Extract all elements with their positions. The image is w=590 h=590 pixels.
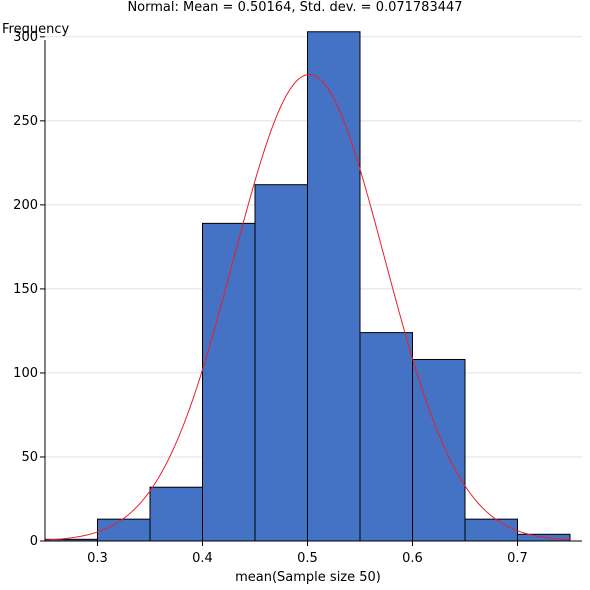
x-tick-label: 0.7: [507, 551, 528, 566]
x-tick-label: 0.6: [402, 551, 423, 566]
histogram-bar: [412, 358, 466, 542]
x-tick-label: 0.4: [192, 551, 213, 566]
histogram-bar: [254, 184, 308, 542]
y-tick-label: 100: [13, 366, 38, 381]
y-axis-title: Frequency: [2, 22, 69, 37]
histogram-bar: [202, 222, 256, 542]
bars: [44, 31, 571, 542]
histogram-bar: [464, 518, 518, 542]
y-tick-label: 300: [13, 30, 38, 45]
y-tick-label: 200: [13, 198, 38, 213]
histogram-bar: [359, 332, 413, 542]
x-ticks: 0.3 0.4 0.5 0.6 0.7: [87, 541, 528, 566]
x-tick-label: 0.3: [87, 551, 108, 566]
y-tick-label: 0: [30, 534, 38, 549]
normal-curve: [44, 73, 571, 541]
y-ticks: 0 50 100 150 200 250 300: [13, 30, 45, 549]
histogram-bar: [97, 518, 151, 542]
histogram-bar: [307, 31, 361, 542]
y-tick-label: 250: [13, 114, 38, 129]
x-tick-label: 0.5: [297, 551, 318, 566]
y-tick-label: 150: [13, 282, 38, 297]
axes: [44, 40, 582, 542]
x-axis-title: mean(Sample size 50): [235, 570, 381, 585]
histogram-bar: [149, 486, 203, 542]
chart-title: Normal: Mean = 0.50164, Std. dev. = 0.07…: [127, 0, 462, 15]
y-tick-label: 50: [21, 450, 38, 465]
